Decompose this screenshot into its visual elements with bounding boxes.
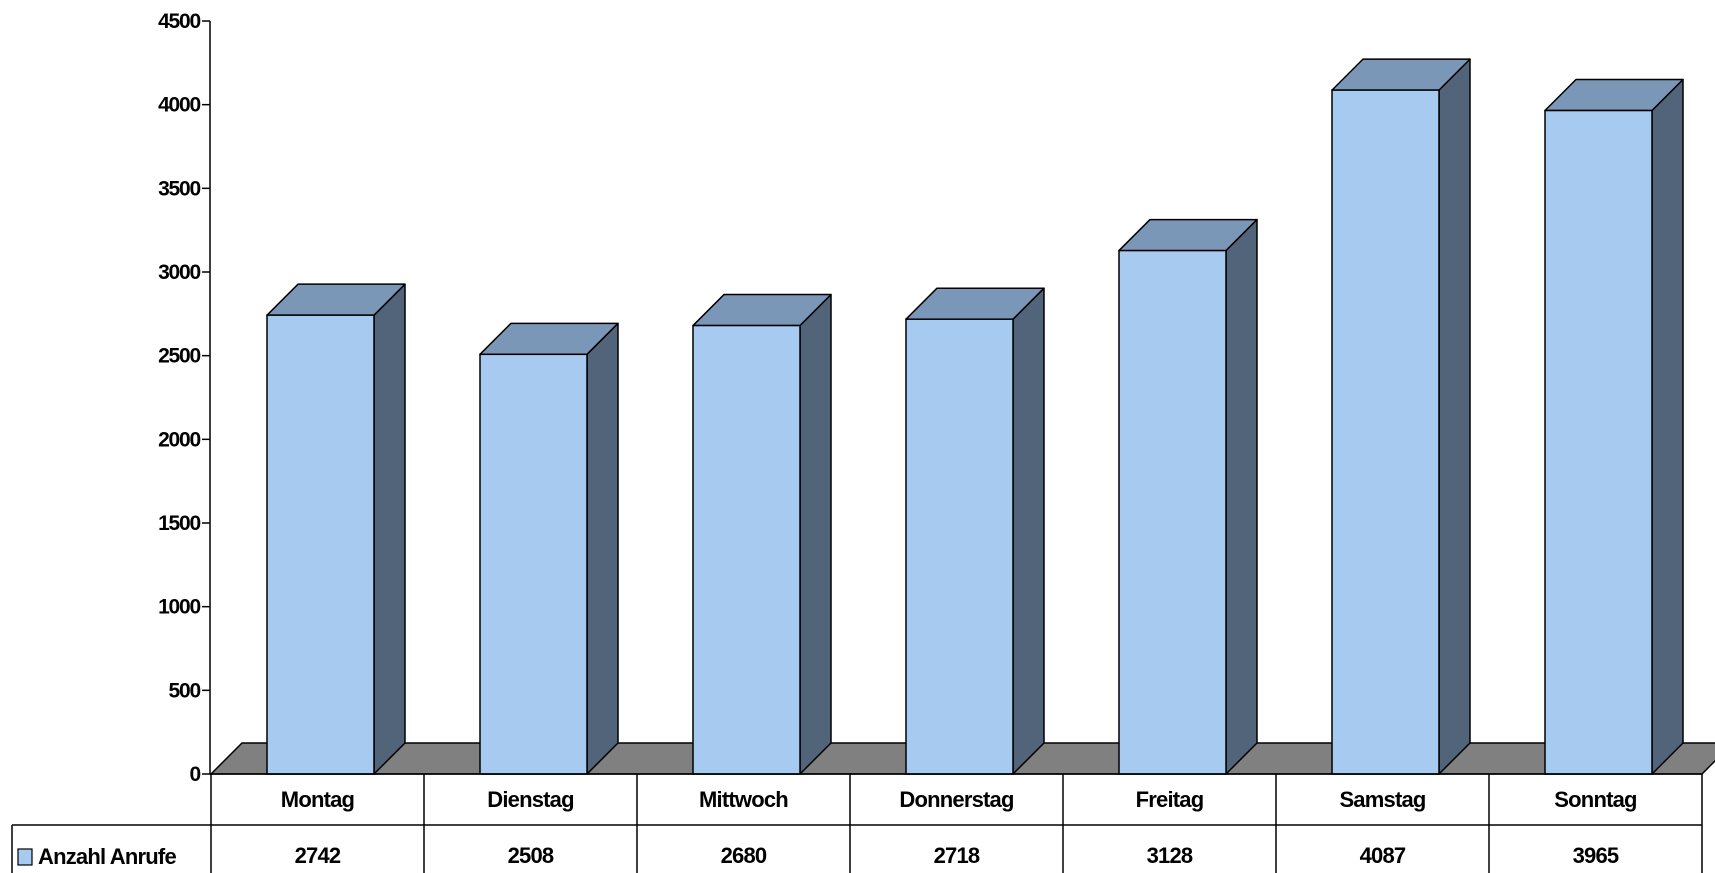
y-tick-label: 2500 bbox=[158, 345, 200, 368]
category-label: Samstag bbox=[1339, 787, 1425, 812]
y-tick-label: 2000 bbox=[158, 428, 200, 451]
data-table: Anzahl Anrufe Montag 2742 Dienstag 2508 Mittw… bbox=[11, 773, 1703, 873]
bar-front bbox=[266, 314, 375, 775]
bar-front bbox=[692, 324, 801, 775]
bar-side bbox=[1012, 287, 1045, 775]
bar-side bbox=[1438, 58, 1471, 775]
data-label: 2508 bbox=[508, 843, 554, 868]
y-axis: 0 500 1000 1500 2000 2500 3000 3500 4000 4500 bbox=[158, 10, 211, 786]
bar-side bbox=[1225, 218, 1258, 775]
bar bbox=[905, 287, 1045, 775]
y-tick-label: 3500 bbox=[158, 177, 200, 200]
bar bbox=[1544, 78, 1684, 775]
y-tick-label: 0 bbox=[190, 763, 201, 786]
bar-front bbox=[1331, 89, 1440, 775]
legend-swatch bbox=[17, 848, 33, 866]
category-label: Freitag bbox=[1136, 787, 1204, 812]
bar-front bbox=[905, 318, 1014, 775]
category-label: Montag bbox=[281, 787, 354, 812]
legend-label-series: Anzahl Anrufe bbox=[38, 844, 176, 869]
bar-series bbox=[266, 58, 1684, 775]
data-label: 2718 bbox=[934, 843, 980, 868]
bar bbox=[479, 322, 619, 775]
category-label: Dienstag bbox=[487, 787, 574, 812]
bar-side bbox=[586, 322, 619, 775]
category-label: Mittwoch bbox=[699, 787, 788, 812]
y-tick-label: 3000 bbox=[158, 261, 200, 284]
bar bbox=[1331, 58, 1471, 775]
y-tick-label: 1000 bbox=[158, 596, 200, 619]
data-label: 3965 bbox=[1573, 843, 1619, 868]
y-tick-label: 4500 bbox=[158, 10, 200, 33]
data-label: 2680 bbox=[721, 843, 767, 868]
bar-side bbox=[799, 293, 832, 775]
bar-front bbox=[479, 353, 588, 775]
bar-front bbox=[1544, 109, 1653, 775]
bar-front bbox=[1118, 249, 1227, 775]
bar-side bbox=[1651, 78, 1684, 775]
y-tick-label: 4000 bbox=[158, 94, 200, 117]
category-label: Sonntag bbox=[1554, 787, 1636, 812]
y-tick-label: 1500 bbox=[158, 512, 200, 535]
data-label: 3128 bbox=[1147, 843, 1193, 868]
bar bbox=[266, 283, 406, 775]
bar bbox=[1118, 218, 1258, 775]
bar bbox=[692, 293, 832, 775]
data-label: 4087 bbox=[1360, 843, 1406, 868]
data-label: 2742 bbox=[295, 843, 341, 868]
bar-side bbox=[373, 283, 406, 775]
y-tick-label: 500 bbox=[169, 679, 201, 702]
category-label: Donnerstag bbox=[899, 787, 1013, 812]
